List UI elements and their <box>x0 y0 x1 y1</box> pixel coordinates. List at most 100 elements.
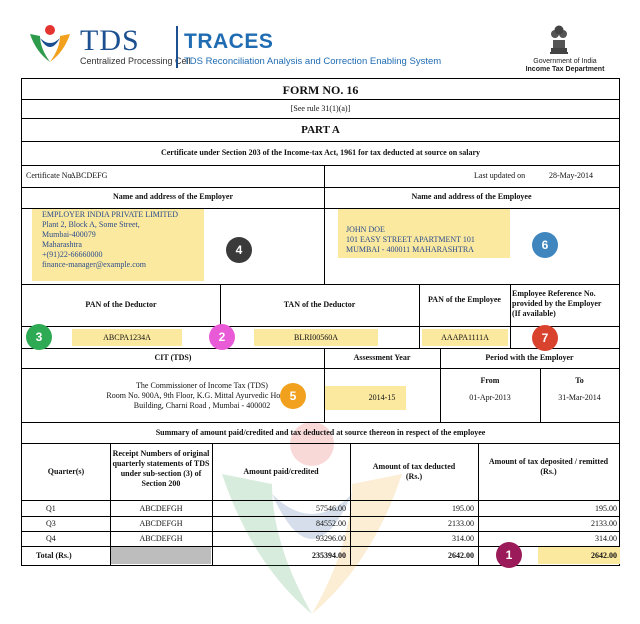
summary-heading: Summary of amount paid/credited and tax … <box>155 428 486 437</box>
row-paid: 84552.00 <box>316 519 346 528</box>
col-quarter: Quarter(s) <box>47 467 85 476</box>
from-date: 01-Apr-2013 <box>469 393 511 402</box>
pan-employee-highlight <box>422 329 508 346</box>
total-deducted: 2642.00 <box>448 551 474 560</box>
total-receipt-blank <box>111 547 211 564</box>
emp-ref-line: Employee Reference No. <box>512 289 596 298</box>
gov-line-2: Income Tax Department <box>525 66 605 73</box>
pan-employee-label: PAN of the Employee <box>428 295 501 304</box>
tan-deductor-value: BLRI00560A <box>294 333 338 342</box>
employer-line: EMPLOYER INDIA PRIVATE LIMITED <box>42 210 179 219</box>
period-label: Period with the Employer <box>485 353 574 362</box>
pan-deductor-highlight <box>72 329 182 346</box>
tan-deductor-label: TAN of the Deductor <box>283 300 356 309</box>
employer-line: finance-manager@example.com <box>42 260 146 269</box>
assessment-year-label: Assessment Year <box>353 353 411 362</box>
emp-ref-line: (If available) <box>512 309 556 318</box>
emp-ref-label: Employee Reference No. provided by the E… <box>512 289 618 319</box>
row-deposited: 2133.00 <box>591 519 617 528</box>
badge-4: 4 <box>226 237 252 263</box>
row-paid: 57546.00 <box>316 504 346 513</box>
certificate-label: Certificate No. <box>26 171 74 180</box>
cit-label: CIT (TDS) <box>154 353 192 362</box>
certificate-no: ABCDEFG <box>70 171 108 180</box>
form-part: PART A <box>301 124 340 136</box>
badge-5: 5 <box>280 383 306 409</box>
col-receipt: Receipt Numbers of original quarterly st… <box>110 449 212 489</box>
col-receipt-line: Section 200 <box>141 479 181 488</box>
employer-heading: Name and address of the Employer <box>112 192 234 201</box>
tds-logo-icon <box>30 25 70 62</box>
cit-line: Building, Charni Road , Mumbai - 400002 <box>133 401 271 410</box>
row-receipt: ABCDEFGH <box>139 534 183 543</box>
employee-address: JOHN DOE 101 EASY STREET APARTMENT 101 M… <box>346 225 511 255</box>
employer-address: EMPLOYER INDIA PRIVATE LIMITED Plant 2, … <box>42 210 207 270</box>
col-tax-deposited-line: (Rs.) <box>540 467 557 476</box>
assessment-year-value: 2014-15 <box>368 393 396 402</box>
badge-6: 6 <box>532 232 558 258</box>
total-label: Total (Rs.) <box>36 551 72 560</box>
total-deposited-highlight <box>538 547 620 564</box>
cit-address: The Commissioner of Income Tax (TDS) Roo… <box>82 381 322 411</box>
badge-1: 1 <box>496 542 522 568</box>
pan-deductor-label: PAN of the Deductor <box>85 300 157 309</box>
col-tax-deducted: Amount of tax deducted (Rs.) <box>350 462 478 482</box>
employer-line: Plant 2, Block A, Some Street, <box>42 220 140 229</box>
row-receipt: ABCDEFGH <box>139 504 183 513</box>
col-tax-deposited-line: Amount of tax deposited / remitted <box>488 457 609 466</box>
page-header: TDS Centralized Processing Cell TRACES T… <box>0 0 640 78</box>
col-amount-paid: Amount paid/credited <box>243 467 319 476</box>
assessment-year-highlight <box>324 386 406 410</box>
last-updated-value: 28-May-2014 <box>549 171 593 180</box>
tds-subtitle: Centralized Processing Cell <box>80 56 191 66</box>
employee-line: MUMBAI - 400011 MAHARASHTRA <box>346 245 474 254</box>
col-tax-deducted-line: Amount of tax deducted <box>372 462 456 471</box>
employee-line: JOHN DOE <box>346 225 385 234</box>
tds-title: TDS <box>80 24 140 57</box>
badge-7: 7 <box>532 325 558 351</box>
employer-line: +(91)22-66660000 <box>42 250 103 259</box>
pan-deductor-value: ABCPA1234A <box>103 333 151 342</box>
col-receipt-line: Receipt Numbers of original <box>112 449 210 458</box>
row-deposited: 195.00 <box>595 504 617 513</box>
col-tax-deposited: Amount of tax deposited / remitted (Rs.) <box>478 457 619 477</box>
employer-highlight <box>32 208 204 281</box>
emp-ref-line: provided by the Employer <box>512 299 602 308</box>
to-date: 31-Mar-2014 <box>558 393 601 402</box>
row-quarter: Q3 <box>46 519 56 528</box>
badge-2: 2 <box>209 324 235 350</box>
row-deducted: 314.00 <box>452 534 474 543</box>
employer-line: Mumbai-400079 <box>42 230 96 239</box>
last-updated-label: Last updated on <box>474 171 526 180</box>
form-16: FORM NO. 16 [See rule 31(1)(a)] PART A C… <box>21 78 620 614</box>
employee-heading: Name and address of the Employee <box>411 192 532 201</box>
traces-title: TRACES <box>184 30 274 53</box>
cit-line: The Commissioner of Income Tax (TDS) <box>136 381 268 390</box>
row-deducted: 2133.00 <box>448 519 474 528</box>
form-title: FORM NO. 16 <box>282 83 359 97</box>
header-divider <box>176 26 178 68</box>
pan-employee-value: AAAPA1111A <box>441 333 489 342</box>
row-receipt: ABCDEFGH <box>139 519 183 528</box>
col-tax-deducted-line: (Rs.) <box>405 472 423 481</box>
certificate-heading: Certificate under Section 203 of the Inc… <box>160 148 481 157</box>
col-receipt-line: quarterly statements of TDS <box>112 459 210 468</box>
row-paid: 93296.00 <box>316 534 346 543</box>
employee-highlight <box>338 208 510 258</box>
cit-line: Room No. 900A, 9th Floor, K.G. Mittal Ay… <box>106 391 298 400</box>
to-label: To <box>575 376 584 385</box>
badge-3: 3 <box>26 324 52 350</box>
col-receipt-line: under sub-section (3) of <box>120 469 202 478</box>
national-emblem-icon <box>550 25 568 54</box>
employee-line: 101 EASY STREET APARTMENT 101 <box>346 235 475 244</box>
row-deposited: 314.00 <box>595 534 617 543</box>
employer-line: Maharashtra <box>42 240 82 249</box>
tan-deductor-highlight <box>254 329 378 346</box>
row-quarter: Q4 <box>46 534 56 543</box>
traces-subtitle: TDS Reconciliation Analysis and Correcti… <box>184 56 442 67</box>
from-label: From <box>480 376 500 385</box>
row-quarter: Q1 <box>46 504 56 513</box>
gov-line-1: Government of India <box>533 58 597 65</box>
row-deducted: 195.00 <box>452 504 474 513</box>
total-deposited: 2642.00 <box>591 551 617 560</box>
